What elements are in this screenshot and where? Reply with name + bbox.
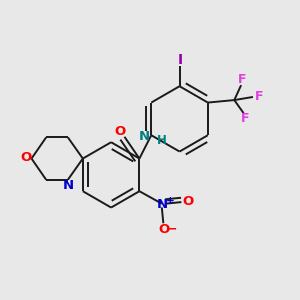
Text: N: N — [157, 198, 168, 211]
Text: F: F — [255, 89, 263, 103]
Text: O: O — [20, 151, 32, 164]
Text: N: N — [63, 179, 74, 192]
Text: I: I — [178, 53, 183, 68]
Text: F: F — [241, 112, 249, 125]
Text: F: F — [238, 73, 247, 86]
Text: −: − — [167, 223, 177, 236]
Text: +: + — [166, 196, 175, 206]
Text: O: O — [158, 223, 169, 236]
Text: H: H — [157, 134, 167, 147]
Text: N: N — [139, 130, 150, 143]
Text: O: O — [182, 195, 193, 208]
Text: O: O — [115, 125, 126, 138]
